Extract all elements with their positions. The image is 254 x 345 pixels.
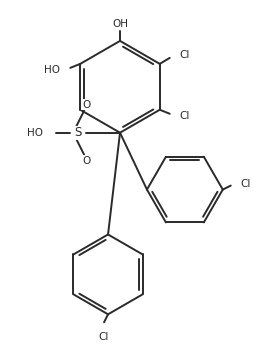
Text: S: S: [74, 126, 82, 139]
Text: O: O: [82, 100, 90, 110]
Text: O: O: [82, 156, 90, 166]
Text: Cl: Cl: [180, 111, 190, 121]
Text: Cl: Cl: [180, 50, 190, 60]
Text: Cl: Cl: [99, 332, 109, 342]
Text: OH: OH: [112, 19, 128, 29]
Text: HO: HO: [27, 128, 43, 138]
Text: HO: HO: [44, 65, 60, 75]
Text: Cl: Cl: [241, 179, 251, 189]
